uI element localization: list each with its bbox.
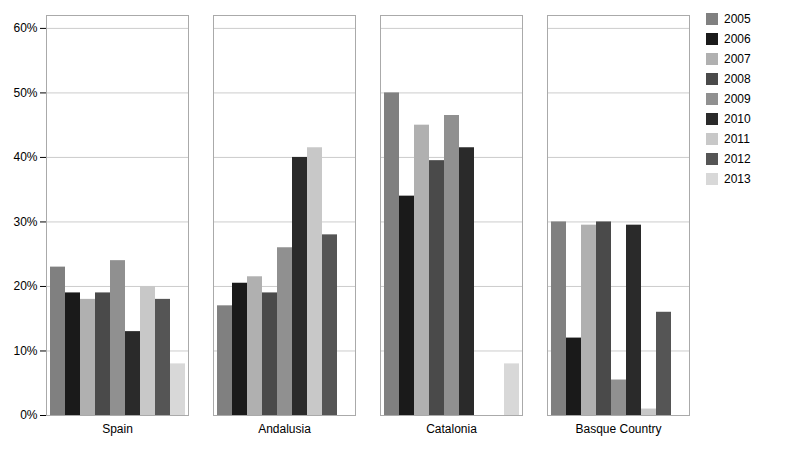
html-text:2009: 2009	[724, 92, 751, 106]
svg-text:Spain: Spain	[102, 422, 133, 436]
svg-text:40%: 40%	[13, 150, 37, 164]
html-text:2005: 2005	[724, 12, 751, 26]
html-text:2007: 2007	[724, 52, 751, 66]
svg-text:0%: 0%	[20, 408, 38, 422]
html-text:2011: 2011	[724, 132, 750, 146]
svg-text:Basque Country: Basque Country	[575, 422, 661, 436]
svg-text:30%: 30%	[13, 215, 37, 229]
html-text:2010: 2010	[724, 112, 751, 126]
svg-text:10%: 10%	[13, 344, 37, 358]
svg-text:Andalusia: Andalusia	[258, 422, 311, 436]
svg-text:Catalonia: Catalonia	[426, 422, 477, 436]
svg-text:60%: 60%	[13, 21, 37, 35]
html-text:2006: 2006	[724, 32, 751, 46]
svg-text:20%: 20%	[13, 279, 37, 293]
html-text:2008: 2008	[724, 72, 751, 86]
svg-text:50%: 50%	[13, 86, 37, 100]
html-text:2013: 2013	[724, 172, 751, 186]
html-text:2012: 2012	[724, 152, 751, 166]
